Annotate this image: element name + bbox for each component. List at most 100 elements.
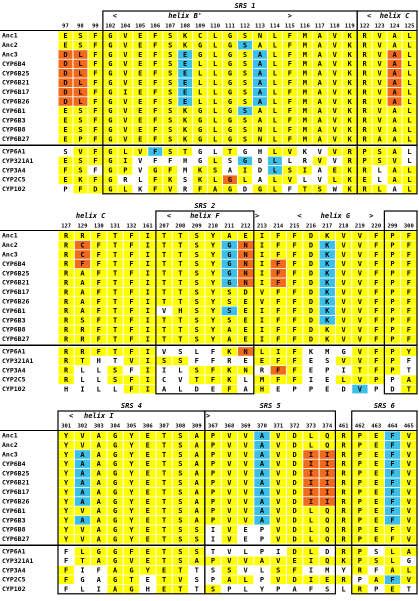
residue-cell	[384, 278, 401, 287]
residue-cell	[238, 450, 254, 459]
residue: A	[260, 557, 265, 565]
residue: F	[407, 326, 411, 334]
residue-cell	[267, 40, 282, 50]
residue-cell	[368, 584, 384, 594]
residue-cell	[335, 534, 352, 544]
residue: D	[293, 498, 297, 506]
residue-cell	[74, 516, 91, 525]
residue-cell	[189, 269, 205, 278]
residue: F	[390, 535, 394, 543]
residue-cell	[172, 325, 189, 334]
residue: F	[153, 79, 157, 87]
residue: V	[227, 507, 232, 515]
residue-cell	[401, 231, 417, 240]
residue: S	[63, 148, 67, 156]
residue-cell	[402, 156, 417, 166]
residue: R	[363, 135, 368, 143]
sequence-name: CYP6B4	[2, 460, 26, 468]
residue: L	[309, 507, 313, 515]
residue-cell	[172, 306, 189, 316]
residue-cell	[91, 487, 107, 497]
residue: P	[260, 535, 264, 543]
residue-cell	[74, 356, 91, 366]
residue: T	[113, 335, 117, 343]
residue: V	[341, 251, 346, 259]
residue-cell	[205, 459, 221, 469]
residue: T	[162, 548, 166, 556]
residue: T	[162, 557, 166, 565]
residue: F	[93, 126, 97, 134]
residue-cell	[107, 306, 123, 316]
residue: G	[228, 41, 232, 49]
position-number: 370	[257, 424, 267, 430]
residue-cell	[74, 334, 91, 344]
residue-cell	[402, 40, 417, 50]
residue: G	[108, 107, 112, 115]
residue-cell	[286, 384, 303, 394]
position-number: 97	[62, 24, 69, 30]
residue-cell	[172, 316, 189, 325]
residue: P	[211, 460, 215, 468]
residue-cell	[297, 125, 312, 134]
residue-cell	[319, 325, 335, 334]
residue-cell	[91, 240, 107, 250]
residue-cell	[208, 78, 223, 87]
residue: A	[318, 60, 323, 68]
residue: E	[138, 135, 142, 143]
residue: A	[97, 498, 102, 506]
residue: Y	[64, 470, 69, 478]
residue: G	[108, 126, 112, 134]
residue-cell	[107, 566, 123, 575]
residue: L	[78, 60, 82, 68]
residue-cell	[319, 384, 335, 394]
residue-cell	[189, 516, 205, 525]
residue: V	[227, 535, 232, 543]
residue-cell	[303, 459, 319, 469]
residue: E	[146, 535, 150, 543]
residue: A	[390, 567, 395, 575]
residue-cell	[238, 125, 252, 134]
residue-cell	[91, 287, 107, 297]
residue-cell	[103, 50, 118, 59]
residue-cell	[205, 450, 221, 459]
residue: S	[168, 107, 172, 115]
residue: V	[341, 317, 346, 325]
residue-cell	[327, 156, 342, 166]
residue: E	[183, 79, 187, 87]
residue-cell	[352, 450, 368, 459]
residue-cell	[319, 440, 335, 450]
residue-cell	[297, 116, 312, 125]
residue: S	[162, 357, 166, 365]
sequence-name: CYP321A1	[2, 357, 33, 365]
residue-cell	[252, 78, 267, 87]
residue: F	[293, 307, 297, 315]
residue-cell	[267, 147, 282, 156]
residue-cell	[254, 459, 270, 469]
residue-cell	[172, 431, 189, 440]
residue: L	[309, 526, 313, 534]
region-box	[155, 210, 255, 395]
residue-cell	[189, 278, 205, 287]
residue: M	[260, 376, 264, 384]
residue-cell	[384, 250, 401, 259]
residue: F	[93, 41, 97, 49]
residue-cell	[401, 497, 417, 506]
residue-cell	[107, 516, 123, 525]
residue: I	[260, 307, 264, 315]
residue: S	[195, 526, 199, 534]
residue: F	[288, 185, 292, 193]
residue-cell	[205, 384, 221, 394]
residue: T	[178, 279, 182, 287]
residue-cell	[172, 278, 189, 287]
residue: V	[227, 460, 232, 468]
residue: E	[183, 51, 187, 59]
residue-cell	[319, 556, 335, 566]
residue: P	[358, 479, 362, 487]
residue-cell	[297, 184, 312, 194]
residue: K	[348, 107, 353, 115]
residue-cell	[107, 297, 123, 306]
residue-cell	[193, 125, 208, 134]
residue: Y	[211, 326, 216, 334]
residue-cell	[73, 87, 88, 97]
residue-cell	[402, 134, 417, 144]
